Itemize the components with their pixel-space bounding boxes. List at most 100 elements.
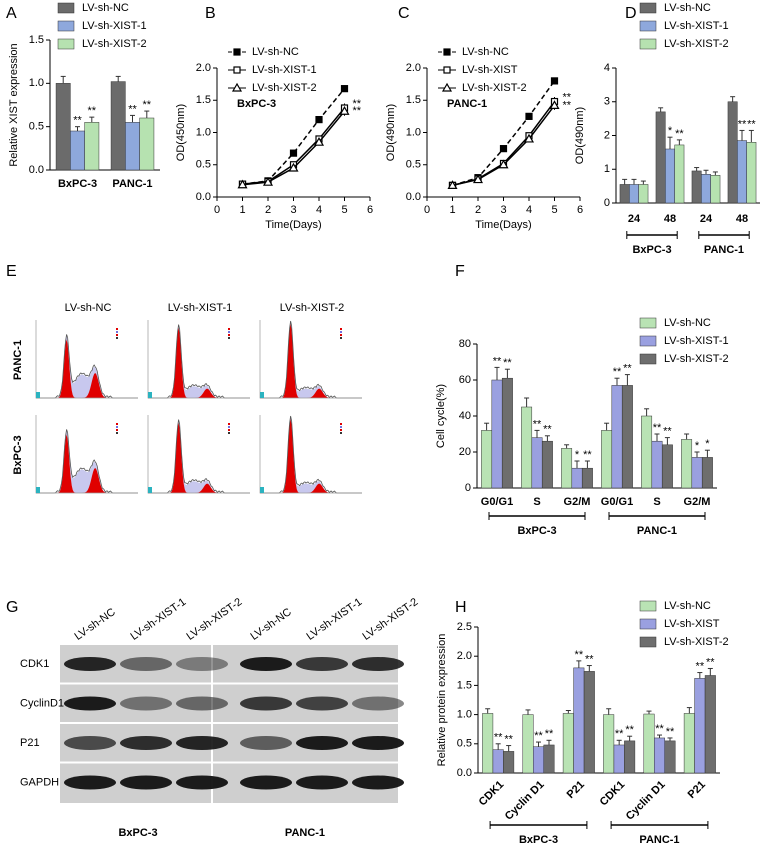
marker	[472, 174, 484, 184]
y-tick-label: 0	[465, 482, 471, 494]
legend-label: LV-sh-NC	[462, 46, 509, 58]
significance-label: **	[655, 723, 664, 735]
histogram-s-phase	[260, 417, 362, 493]
legend-swatch	[57, 2, 75, 14]
bar	[701, 174, 711, 204]
bar	[665, 148, 675, 204]
group-label: BxPC-3	[118, 827, 157, 839]
bar	[55, 83, 71, 171]
debris	[36, 487, 40, 493]
significance-label: **	[563, 91, 572, 103]
histogram-legend	[228, 426, 230, 428]
blot-band	[352, 696, 404, 711]
line	[242, 110, 346, 186]
bar	[70, 130, 85, 171]
bar	[110, 81, 126, 171]
legend-swatch	[639, 335, 657, 347]
significance-label: **	[738, 118, 747, 130]
legend-swatch	[639, 636, 657, 648]
bar	[611, 385, 623, 489]
legend-label: LV-sh-XIST-2	[664, 38, 729, 50]
y-tick-label: 40	[459, 410, 471, 422]
histogram-legend	[228, 337, 230, 339]
histogram-outline	[148, 324, 250, 399]
legend-swatch	[639, 618, 657, 630]
legend-label: LV-sh-XIST-1	[664, 20, 729, 32]
panel-letter: E	[6, 263, 17, 280]
histogram-legend	[340, 429, 342, 431]
x-tick-label: CDK1	[598, 779, 628, 809]
x-tick-label: S	[653, 496, 660, 508]
histogram-s-phase	[148, 420, 250, 493]
group-label: BxPC-3	[519, 834, 558, 846]
significance-label: *	[668, 125, 673, 137]
bar	[638, 184, 649, 204]
y-axis-label: Relative protein expression	[436, 634, 448, 767]
blot-band	[176, 775, 228, 790]
legend-label: LV-sh-XIST-2	[664, 636, 729, 648]
marker	[289, 149, 298, 157]
x-tick-label: 5	[551, 204, 557, 216]
blot-band	[240, 696, 292, 711]
bar	[481, 430, 493, 489]
bar	[543, 744, 555, 774]
x-tick-label: 6	[367, 204, 373, 216]
marker	[340, 85, 349, 93]
histogram-legend	[228, 423, 230, 425]
x-tick-label: 24	[628, 213, 641, 225]
significance-label: **	[666, 726, 675, 738]
bar	[710, 175, 721, 204]
blot-band	[296, 657, 348, 671]
lane-label: LV-sh-XIST-1	[129, 596, 189, 643]
y-tick-label: 1	[604, 163, 610, 175]
histogram-legend	[116, 432, 118, 434]
group-label: BxPC-3	[517, 525, 556, 537]
bar	[727, 101, 738, 204]
histogram-s-phase	[36, 430, 138, 493]
annotation: PANC-1	[447, 98, 487, 110]
histogram-legend	[228, 429, 230, 431]
blot-band	[64, 657, 116, 671]
x-tick-label: 4	[526, 204, 532, 216]
y-tick-label: 1.5	[29, 34, 44, 46]
line	[242, 107, 346, 185]
bar	[533, 746, 544, 774]
row-label: PANC-1	[12, 340, 24, 380]
bar	[501, 377, 513, 489]
y-axis-label: OD(450nm)	[175, 104, 187, 161]
significance-label: **	[706, 656, 715, 668]
y-tick-label: 2.5	[457, 621, 472, 633]
bar	[581, 467, 593, 489]
marker	[550, 77, 559, 85]
x-tick-label: G2/M	[684, 496, 711, 508]
blot-band	[64, 696, 116, 711]
bar	[643, 713, 655, 774]
significance-label: **	[88, 105, 97, 117]
bar	[482, 713, 494, 774]
histogram-legend	[116, 334, 118, 336]
y-tick-label: 4	[604, 62, 610, 74]
panel-letter: A	[6, 5, 17, 22]
legend-marker	[441, 82, 453, 92]
blot-band	[120, 736, 172, 750]
y-tick-label: 2.0	[196, 62, 211, 74]
y-tick-label: 60	[459, 374, 471, 386]
blot-band	[352, 657, 404, 671]
legend-swatch	[639, 20, 657, 32]
bar	[746, 142, 757, 204]
bar	[641, 415, 653, 489]
marker	[262, 176, 274, 186]
protein-label: CDK1	[20, 658, 49, 670]
legend-marker	[443, 48, 451, 56]
bar	[531, 437, 543, 489]
blot-band	[240, 775, 292, 790]
legend-label: LV-sh-NC	[252, 46, 299, 58]
legend-label: LV-sh-XIST-2	[82, 38, 147, 50]
bar	[125, 122, 140, 171]
y-tick-label: 0.0	[29, 164, 44, 176]
histogram-legend	[340, 426, 342, 428]
y-tick-label: 2	[604, 129, 610, 141]
row-label: BxPC-3	[12, 435, 24, 474]
x-tick-label: 0	[424, 204, 430, 216]
column-title: LV-sh-XIST-1	[168, 302, 233, 314]
